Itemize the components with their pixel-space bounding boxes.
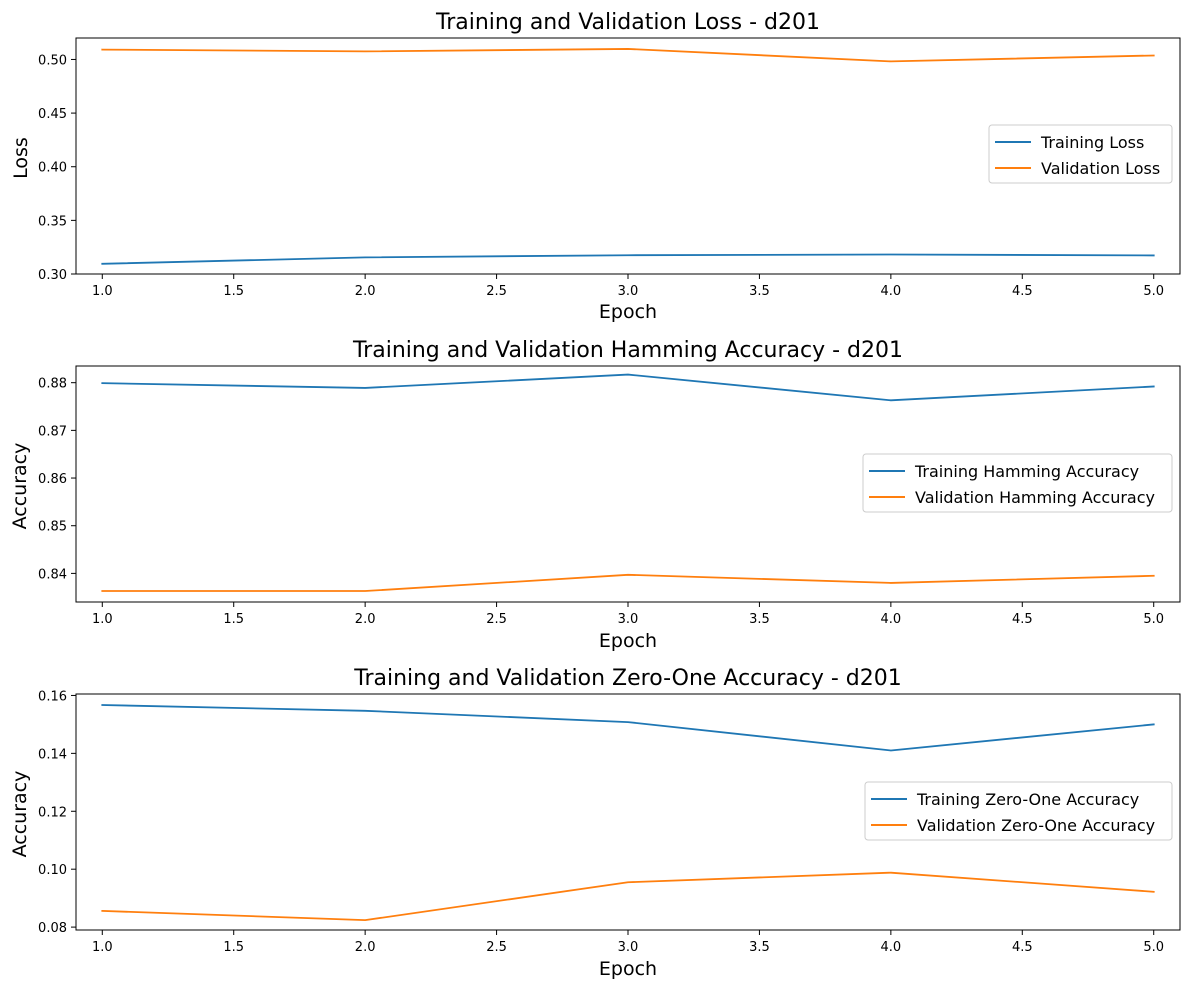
zero-one-accuracy-xtick-label: 5.0 bbox=[1143, 940, 1164, 955]
zero-one-accuracy-ytick-label: 0.16 bbox=[38, 689, 67, 704]
hamming-accuracy-xtick-label: 5.0 bbox=[1143, 612, 1164, 627]
zero-one-accuracy-legend-box bbox=[864, 781, 1173, 841]
hamming-accuracy-xtick-label: 3.0 bbox=[618, 612, 639, 627]
hamming-accuracy-chart-marks: 1.0 1.5 2.0 2.5 3.0 3.5 4.0 4.5 5.0 0.84 0.85 0.86 0… bbox=[38, 373, 1164, 627]
loss-series-line-training bbox=[101, 253, 1155, 265]
zero-one-accuracy-ytick-label: 0.12 bbox=[38, 805, 67, 820]
loss-legend-box bbox=[988, 124, 1173, 184]
zero-one-accuracy-chart-ylabel: Accuracy bbox=[9, 771, 31, 858]
loss-chart-legend: Training Loss Validation Loss bbox=[988, 124, 1173, 184]
zero-one-accuracy-chart-legend: Training Zero-One Accuracy Validation Zer… bbox=[864, 781, 1173, 841]
zero-one-accuracy-xtick-label: 1.5 bbox=[223, 940, 244, 955]
loss-ytick-label: 0.40 bbox=[38, 161, 67, 176]
loss-xtick-label: 4.0 bbox=[881, 284, 902, 299]
zero-one-accuracy-chart: Training and Validation Zero-One Accurac… bbox=[9, 666, 1181, 980]
loss-ytick-label: 0.30 bbox=[38, 268, 67, 283]
zero-one-accuracy-legend-label: Validation Zero-One Accuracy bbox=[917, 816, 1155, 835]
loss-legend-label: Training Loss bbox=[1040, 133, 1144, 152]
zero-one-accuracy-xtick-label: 2.0 bbox=[355, 940, 376, 955]
hamming-accuracy-chart-ylabel: Accuracy bbox=[9, 443, 31, 530]
zero-one-accuracy-xtick-label: 3.5 bbox=[749, 940, 770, 955]
loss-series-line-validation bbox=[101, 48, 1155, 63]
loss-xtick-label: 1.5 bbox=[223, 284, 244, 299]
hamming-accuracy-plot-frame bbox=[75, 365, 1181, 603]
loss-ytick-label: 0.45 bbox=[38, 107, 67, 122]
loss-xtick-label: 3.0 bbox=[618, 284, 639, 299]
hamming-accuracy-chart-legend: Training Hamming Accuracy Validation Hamm… bbox=[862, 453, 1173, 513]
loss-legend-label: Validation Loss bbox=[1041, 159, 1160, 178]
hamming-accuracy-legend-box bbox=[862, 453, 1173, 513]
hamming-accuracy-ytick-label: 0.86 bbox=[38, 472, 67, 487]
zero-one-accuracy-legend-label: Training Zero-One Accuracy bbox=[916, 790, 1139, 809]
hamming-accuracy-ytick-label: 0.84 bbox=[38, 567, 67, 582]
hamming-accuracy-series-line-training bbox=[101, 373, 1155, 402]
loss-plot-frame bbox=[75, 37, 1181, 275]
loss-xtick-label: 3.5 bbox=[749, 284, 770, 299]
loss-xtick-label: 2.5 bbox=[486, 284, 507, 299]
zero-one-accuracy-series-line-validation bbox=[101, 871, 1155, 922]
hamming-accuracy-xtick-label: 2.5 bbox=[486, 612, 507, 627]
loss-xtick-label: 1.0 bbox=[92, 284, 113, 299]
zero-one-accuracy-ytick-label: 0.08 bbox=[38, 921, 67, 936]
zero-one-accuracy-ytick-label: 0.14 bbox=[38, 747, 67, 762]
zero-one-accuracy-xtick-label: 4.5 bbox=[1012, 940, 1033, 955]
zero-one-accuracy-xtick-label: 4.0 bbox=[881, 940, 902, 955]
loss-chart-xlabel: Epoch bbox=[599, 301, 657, 323]
loss-chart-marks: 1.0 1.5 2.0 2.5 3.0 3.5 4.0 4.5 5.0 0.30 0.35 0.40 0… bbox=[38, 48, 1164, 299]
hamming-accuracy-xtick-label: 4.0 bbox=[881, 612, 902, 627]
zero-one-accuracy-chart-xlabel: Epoch bbox=[599, 958, 657, 980]
hamming-accuracy-ytick-label: 0.85 bbox=[38, 520, 67, 535]
zero-one-accuracy-xtick-label: 2.5 bbox=[486, 940, 507, 955]
hamming-accuracy-chart-title: Training and Validation Hamming Accuracy… bbox=[352, 338, 903, 363]
loss-xtick-label: 2.0 bbox=[355, 284, 376, 299]
loss-xtick-label: 5.0 bbox=[1143, 284, 1164, 299]
loss-chart: Training and Validation Loss - d201 1.0 1… bbox=[10, 10, 1181, 323]
hamming-accuracy-xtick-label: 3.5 bbox=[749, 612, 770, 627]
zero-one-accuracy-chart-title: Training and Validation Zero-One Accurac… bbox=[353, 666, 902, 691]
hamming-accuracy-xtick-label: 2.0 bbox=[355, 612, 376, 627]
hamming-accuracy-ytick-label: 0.87 bbox=[38, 424, 67, 439]
zero-one-accuracy-xtick-label: 3.0 bbox=[618, 940, 639, 955]
hamming-accuracy-chart: Training and Validation Hamming Accuracy… bbox=[9, 338, 1181, 652]
hamming-accuracy-xtick-label: 1.5 bbox=[223, 612, 244, 627]
zero-one-accuracy-series-line-training bbox=[101, 704, 1155, 752]
hamming-accuracy-ytick-label: 0.88 bbox=[38, 377, 67, 392]
zero-one-accuracy-xtick-label: 1.0 bbox=[92, 940, 113, 955]
loss-ytick-label: 0.50 bbox=[38, 53, 67, 68]
zero-one-accuracy-chart-marks: 1.0 1.5 2.0 2.5 3.0 3.5 4.0 4.5 5.0 0.08 0.10 0.12 0… bbox=[38, 689, 1164, 955]
hamming-accuracy-series-line-validation bbox=[101, 573, 1155, 592]
zero-one-accuracy-ytick-label: 0.10 bbox=[38, 863, 67, 878]
hamming-accuracy-xtick-label: 1.0 bbox=[92, 612, 113, 627]
loss-chart-ylabel: Loss bbox=[10, 137, 32, 179]
loss-chart-title: Training and Validation Loss - d201 bbox=[435, 10, 820, 35]
loss-xtick-label: 4.5 bbox=[1012, 284, 1033, 299]
hamming-accuracy-legend-label: Validation Hamming Accuracy bbox=[915, 488, 1155, 507]
hamming-accuracy-legend-label: Training Hamming Accuracy bbox=[914, 462, 1139, 481]
hamming-accuracy-chart-xlabel: Epoch bbox=[599, 630, 657, 652]
loss-ytick-label: 0.35 bbox=[38, 214, 67, 229]
hamming-accuracy-xtick-label: 4.5 bbox=[1012, 612, 1033, 627]
zero-one-accuracy-plot-frame bbox=[75, 693, 1181, 931]
